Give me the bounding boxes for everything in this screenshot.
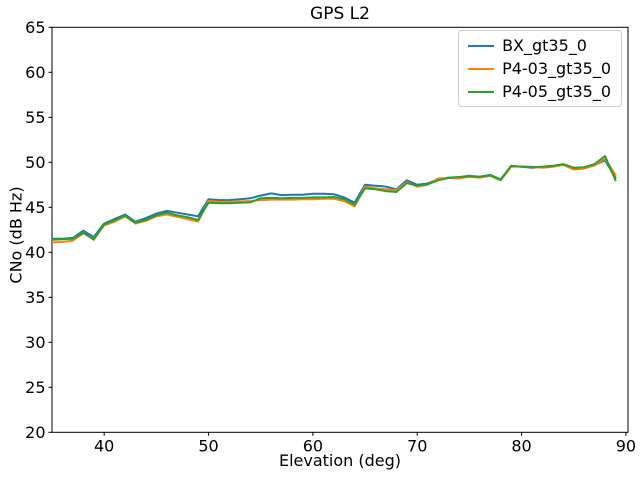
- series-lines: [52, 155, 617, 244]
- y-tick-label: 30: [25, 333, 45, 352]
- x-tick-label: 50: [198, 436, 218, 455]
- legend-entry: P4-03_gt35_0: [468, 59, 611, 78]
- legend-label: BX_gt35_0: [502, 36, 587, 55]
- y-axis-label: CNo (dB Hz): [6, 186, 26, 284]
- legend-line-sample-icon: [468, 90, 495, 93]
- series-line-P4-03_gt35_0: [52, 157, 617, 244]
- y-tick-label: 20: [25, 423, 45, 442]
- y-tick-label: 35: [25, 288, 45, 307]
- y-tick-label: 60: [25, 63, 45, 82]
- y-tick-label: 45: [25, 198, 45, 217]
- legend-line-sample-icon: [468, 67, 495, 70]
- x-tick-label: 90: [616, 436, 636, 455]
- legend-label: P4-03_gt35_0: [502, 59, 611, 78]
- legend-line-sample-icon: [468, 44, 495, 47]
- chart-title: GPS L2: [310, 4, 370, 24]
- x-axis-label: Elevation (deg): [278, 451, 402, 470]
- legend-entry: BX_gt35_0: [468, 36, 611, 55]
- y-tick-label: 65: [25, 18, 45, 37]
- y-tick-label: 40: [25, 243, 45, 262]
- y-tick-label: 50: [25, 153, 45, 172]
- legend: BX_gt35_0 P4-03_gt35_0 P4-05_gt35_0: [458, 30, 622, 107]
- series-line-P4-05_gt35_0: [52, 155, 617, 241]
- x-tick-label: 80: [511, 436, 531, 455]
- x-axis-ticks: 40 50 60 70 80 90: [94, 432, 636, 455]
- x-tick-label: 60: [303, 436, 323, 455]
- legend-label: P4-05_gt35_0: [502, 82, 611, 101]
- y-tick-label: 55: [25, 108, 45, 127]
- y-tick-label: 25: [25, 378, 45, 397]
- x-tick-label: 40: [94, 436, 114, 455]
- x-tick-label: 70: [407, 436, 427, 455]
- plot-border: [51, 26, 629, 433]
- legend-entry: P4-05_gt35_0: [468, 82, 611, 101]
- y-axis-ticks: 20 25 30 35 40 45 50 55 60 65: [25, 18, 52, 442]
